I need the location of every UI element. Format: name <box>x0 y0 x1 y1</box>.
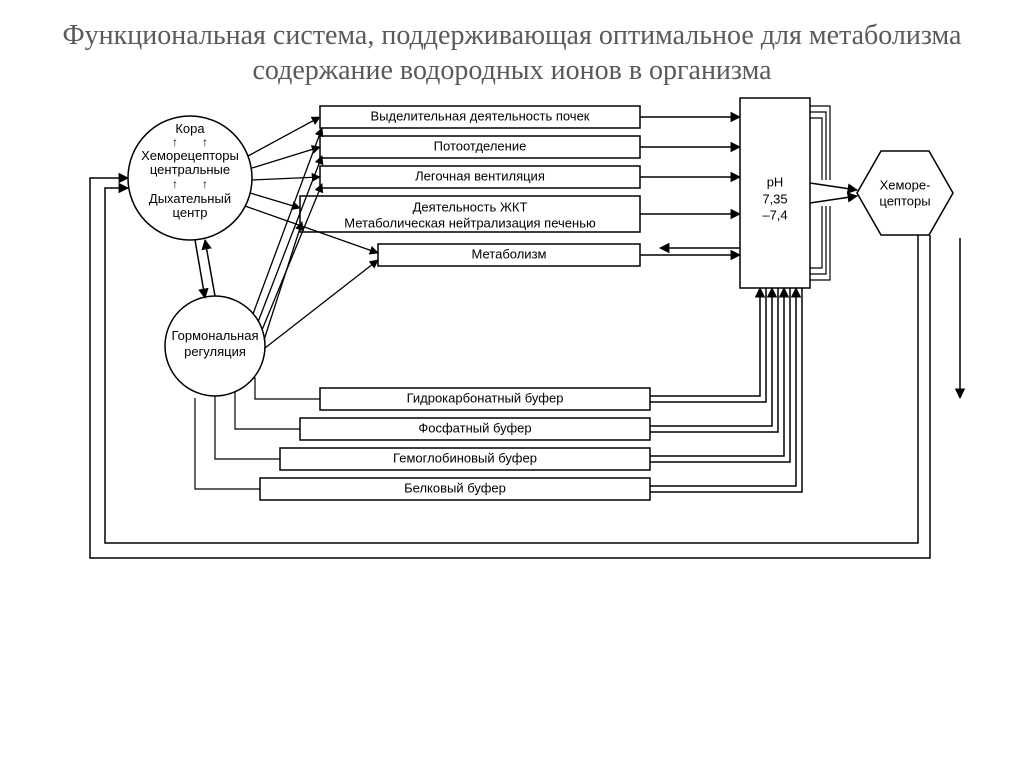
box-bot-1: Фосфатный буфер <box>418 420 531 435</box>
c1-l0: Кора <box>175 121 205 136</box>
svg-text:↑: ↑ <box>202 177 208 191</box>
box-top-0: Выделительная деятельность почек <box>370 108 589 123</box>
c2-l1: регуляция <box>184 344 246 359</box>
box-top-2: Легочная вентиляция <box>415 168 545 183</box>
box-bot-2: Гемоглобиновый буфер <box>393 450 537 465</box>
svg-text:↑: ↑ <box>202 135 208 149</box>
top-boxes: Выделительная деятельность почек Потоотд… <box>300 106 640 266</box>
box-top-4: Метаболизм <box>472 246 547 261</box>
box-top-3a: Деятельность ЖКТ <box>413 199 528 214</box>
c1-l3: Дыхательный <box>149 191 231 206</box>
c2-l0: Гормональная <box>171 328 258 343</box>
hex-line-0: Хеморе- <box>880 177 931 192</box>
box-bot-3: Белковый буфер <box>404 480 506 495</box>
svg-text:↑: ↑ <box>172 177 178 191</box>
c1-l4: центр <box>173 205 208 220</box>
ph-line-1: 7,35 <box>762 191 787 206</box>
hex-line-1: цепторы <box>879 193 930 208</box>
bottom-boxes: Гидрокарбонатный буфер Фосфатный буфер Г… <box>260 388 650 500</box>
svg-text:↑: ↑ <box>172 135 178 149</box>
box-top-3b: Метаболическая нейтрализация печенью <box>344 215 596 230</box>
page-title: Функциональная система, поддерживающая о… <box>0 0 1024 88</box>
box-top-1: Потоотделение <box>434 138 527 153</box>
circle-cortex: Кора ↑ ↑ Хеморецепторы центральные ↑ ↑ Дых… <box>128 116 252 240</box>
ph-line-2: –7,4 <box>762 207 787 222</box>
box-bot-0: Гидрокарбонатный буфер <box>407 390 564 405</box>
ph-line-0: pH <box>767 174 784 189</box>
c1-l1: Хеморецепторы <box>141 148 239 163</box>
hexagon-chemoreceptors: Хеморе- цепторы <box>857 151 953 235</box>
diagram-stage: pH 7,35 –7,4 Хеморе- цепторы Выделительн… <box>0 88 1024 708</box>
c1-l2: центральные <box>150 162 230 177</box>
ph-box: pH 7,35 –7,4 <box>740 98 810 288</box>
circle-hormonal: Гормональная регуляция <box>165 296 265 396</box>
